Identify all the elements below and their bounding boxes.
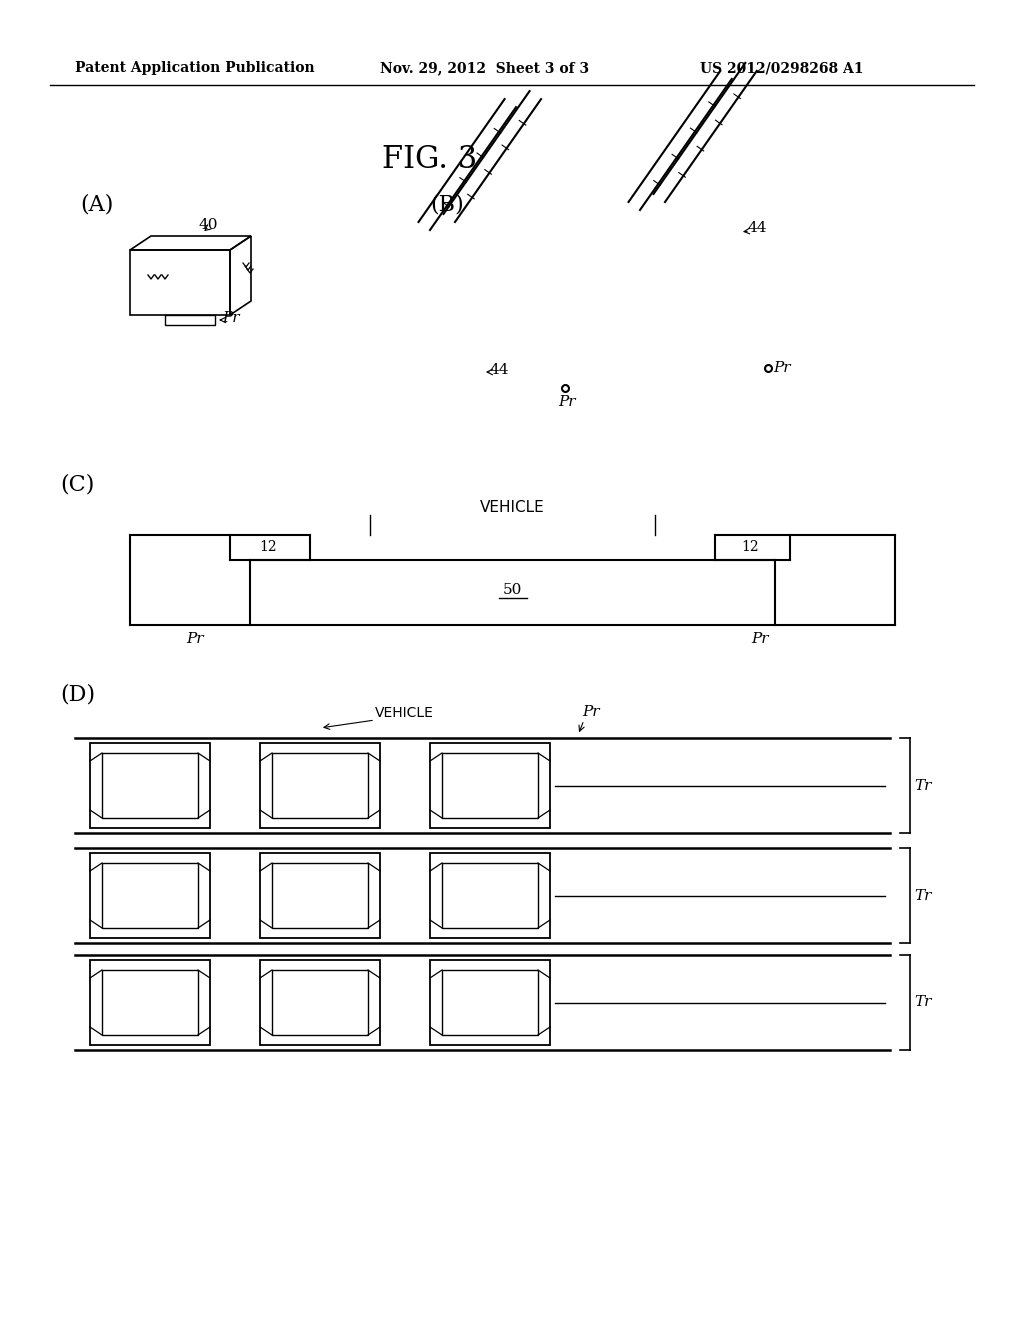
Text: Tr: Tr bbox=[914, 779, 932, 792]
Text: Pr: Pr bbox=[186, 632, 204, 645]
Text: Nov. 29, 2012  Sheet 3 of 3: Nov. 29, 2012 Sheet 3 of 3 bbox=[380, 61, 589, 75]
Text: Patent Application Publication: Patent Application Publication bbox=[75, 61, 314, 75]
Text: Pr: Pr bbox=[222, 312, 240, 325]
Text: 44: 44 bbox=[490, 363, 510, 378]
Text: Pr: Pr bbox=[558, 395, 575, 409]
Text: VEHICLE: VEHICLE bbox=[375, 706, 434, 719]
Polygon shape bbox=[165, 315, 215, 325]
Text: Pr: Pr bbox=[582, 705, 599, 719]
Text: VEHICLE: VEHICLE bbox=[479, 500, 545, 516]
Text: 40: 40 bbox=[199, 218, 218, 232]
Text: Tr: Tr bbox=[914, 995, 932, 1010]
Text: (D): (D) bbox=[60, 684, 95, 706]
Text: FIG. 3: FIG. 3 bbox=[382, 144, 477, 176]
Text: (A): (A) bbox=[80, 194, 114, 216]
Text: US 2012/0298268 A1: US 2012/0298268 A1 bbox=[700, 61, 863, 75]
Text: Pr: Pr bbox=[773, 360, 791, 375]
Text: (C): (C) bbox=[60, 474, 94, 496]
Text: Pr: Pr bbox=[752, 632, 769, 645]
Text: (B): (B) bbox=[430, 194, 464, 216]
Text: 12: 12 bbox=[741, 540, 759, 554]
Text: 12: 12 bbox=[259, 540, 276, 554]
Text: 44: 44 bbox=[748, 220, 768, 235]
Text: Tr: Tr bbox=[914, 888, 932, 903]
Text: 50: 50 bbox=[503, 583, 521, 597]
